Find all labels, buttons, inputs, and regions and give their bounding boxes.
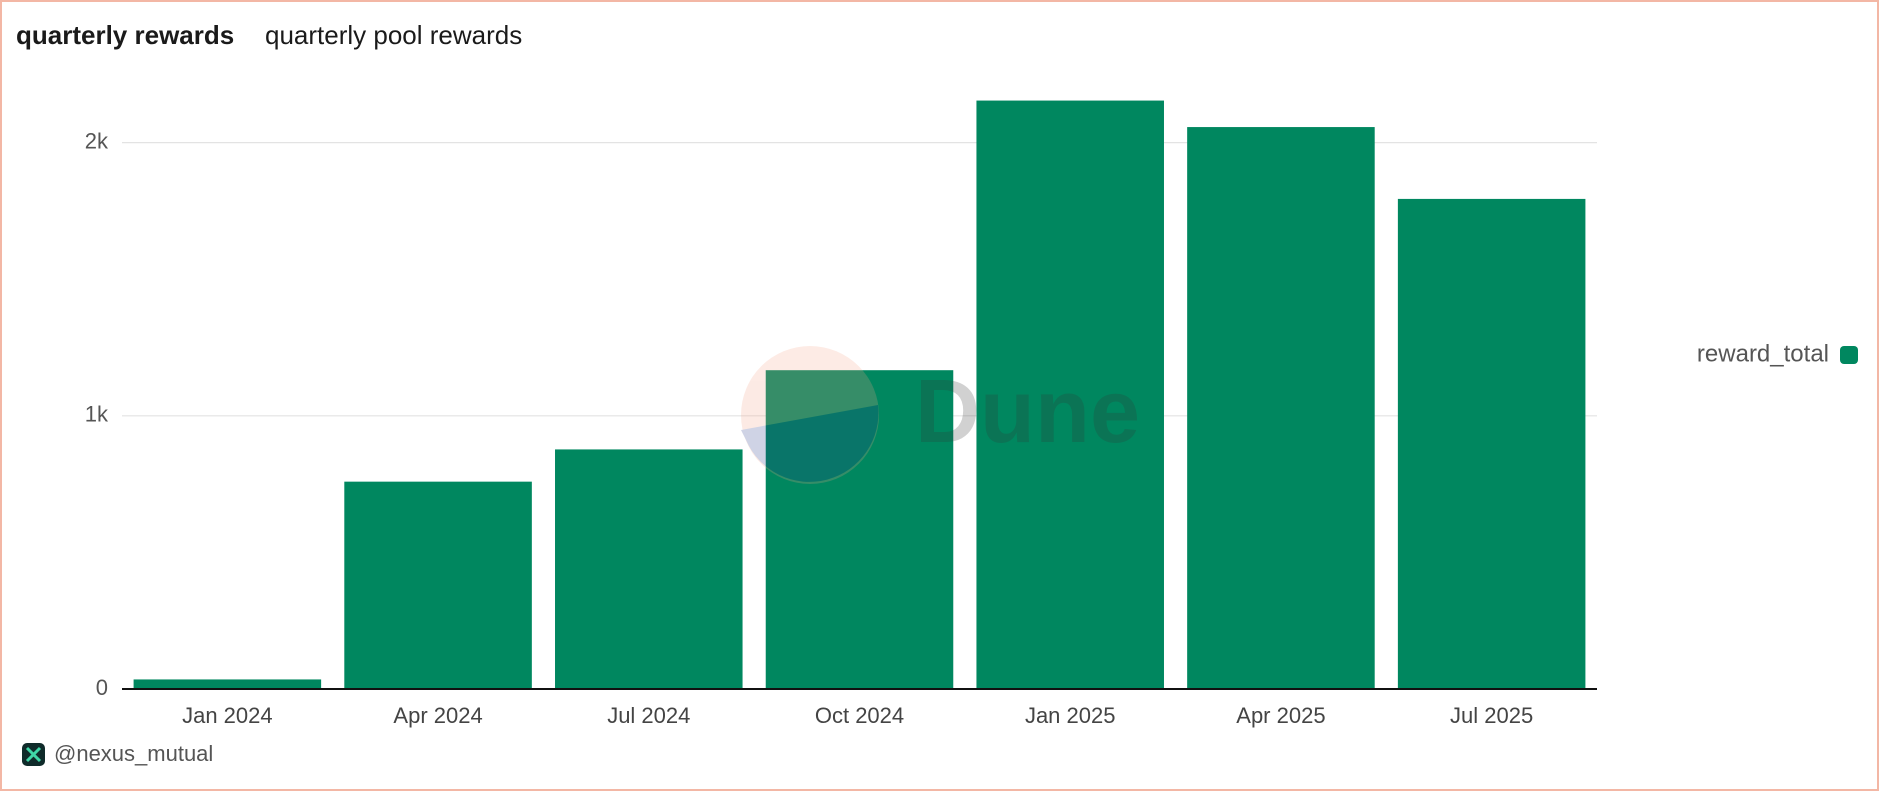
x-tick-label: Jul 2024 bbox=[607, 703, 690, 728]
watermark-logo bbox=[741, 346, 879, 484]
chart-title: quarterly rewards bbox=[16, 20, 234, 50]
bar bbox=[976, 100, 1164, 690]
y-tick-label: 2k bbox=[85, 128, 109, 153]
x-tick-label: Oct 2024 bbox=[815, 703, 904, 728]
x-tick-label: Jul 2025 bbox=[1450, 703, 1533, 728]
x-tick-label: Apr 2024 bbox=[393, 703, 482, 728]
author: @nexus_mutual bbox=[54, 741, 213, 766]
author-icon-mark bbox=[25, 746, 42, 763]
bar bbox=[765, 370, 954, 689]
bar bbox=[133, 679, 322, 689]
watermark-text: Dune bbox=[915, 362, 1140, 462]
watermark: Dune bbox=[741, 346, 1140, 484]
y-tick-label: 0 bbox=[96, 675, 108, 700]
x-tick-label: Jan 2025 bbox=[1025, 703, 1116, 728]
bar bbox=[555, 449, 743, 689]
x-tick-label: Apr 2025 bbox=[1236, 703, 1325, 728]
chart-subtitle: quarterly pool rewards bbox=[265, 20, 522, 50]
bar bbox=[1397, 198, 1586, 690]
bar bbox=[344, 481, 532, 689]
legend-label: reward_total bbox=[1697, 340, 1829, 367]
bar bbox=[1187, 127, 1375, 689]
x-tick-label: Jan 2024 bbox=[182, 703, 273, 728]
watermark-logo-part bbox=[741, 405, 879, 482]
legend-swatch bbox=[1840, 346, 1858, 364]
y-tick-label: 1k bbox=[85, 402, 109, 427]
